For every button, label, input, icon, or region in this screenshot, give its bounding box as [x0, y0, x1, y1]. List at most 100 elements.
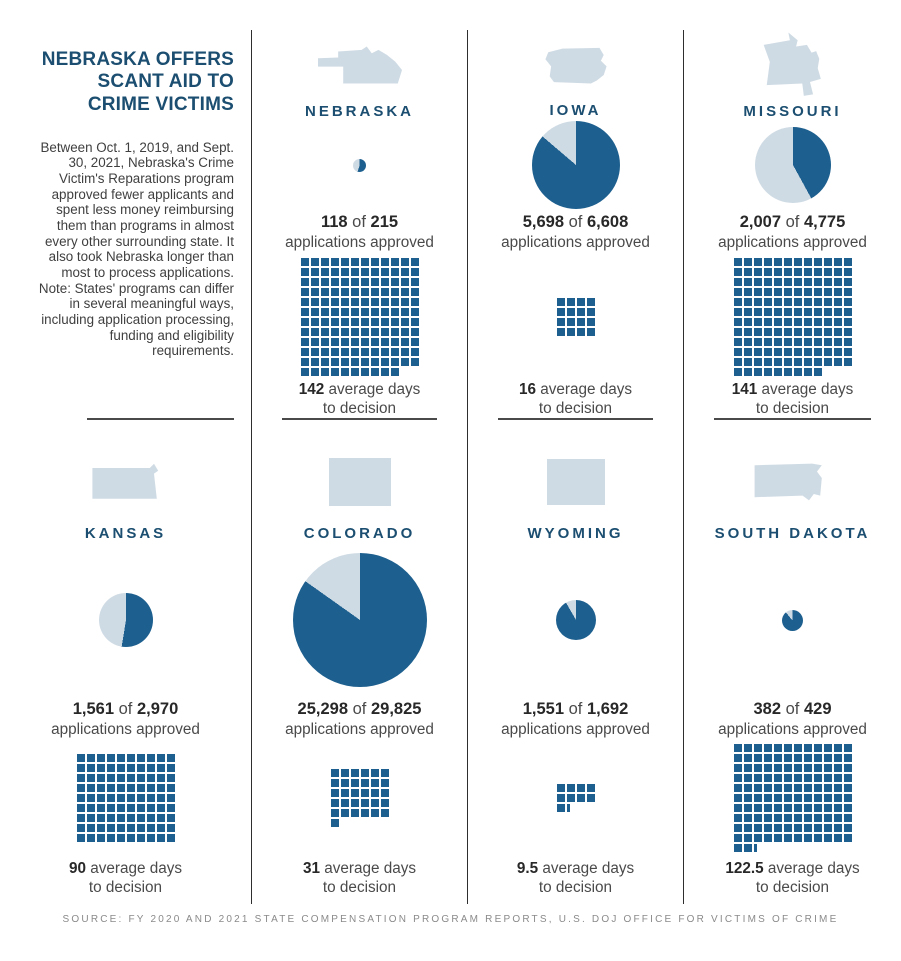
wyoming-silhouette-icon — [546, 459, 605, 505]
pie-area — [754, 122, 831, 209]
days-count: 90 — [68, 860, 86, 877]
approved-caption: applications approved — [501, 721, 650, 738]
of-label: of — [352, 700, 367, 718]
state-panel-wyoming: WYOMING 1,551 of 1,692 applications appr… — [468, 426, 684, 904]
approval-stat: 25,298 of 29,825 — [298, 698, 422, 720]
days-stat: 141 average days to decision — [732, 380, 854, 418]
pie-area — [98, 544, 153, 696]
days-stat: 16 average days to decision — [519, 380, 632, 418]
approval-pie-chart — [531, 121, 620, 210]
days-count: 122.5 — [725, 860, 764, 877]
days-stat: 142 average days to decision — [299, 380, 421, 418]
of-label: of — [352, 212, 366, 231]
total-count: 215 — [370, 212, 399, 231]
days-waffle-chart — [300, 257, 419, 376]
approved-caption: applications approved — [718, 233, 867, 251]
waffle-area — [733, 741, 852, 855]
of-label: of — [568, 213, 583, 232]
waffle-area — [733, 257, 852, 376]
of-label: of — [785, 212, 800, 231]
state-name: WYOMING — [527, 525, 624, 542]
kansas-state-icon — [91, 442, 161, 522]
state-name: SOUTH DAKOTA — [714, 525, 871, 542]
days-waffle-chart — [556, 298, 595, 337]
days-count: 142 — [298, 381, 325, 399]
approved-count: 2,007 — [739, 212, 782, 231]
pie-area — [353, 122, 366, 209]
waffle-area — [330, 741, 389, 855]
infographic-title: NEBRASKA OFFERS SCANT AID TO CRIME VICTI… — [41, 48, 234, 115]
missouri-state-icon — [762, 30, 824, 100]
state-panel-colorado: COLORADO 25,298 of 29,825 applications a… — [252, 426, 468, 904]
avg-days-label: average days — [542, 860, 635, 877]
approval-pie-chart — [292, 553, 427, 687]
days-stat: 122.5 average days to decision — [725, 859, 859, 897]
state-name: KANSAS — [84, 525, 167, 542]
state-name: MISSOURI — [743, 102, 842, 120]
approval-stat: 2,007 of 4,775 — [740, 211, 846, 233]
to-decision-label: to decision — [322, 879, 397, 896]
state-name: IOWA — [549, 102, 602, 120]
iowa-silhouette-icon — [544, 47, 607, 84]
state-name: COLORADO — [303, 525, 416, 542]
pie-area — [555, 544, 596, 696]
pie-area — [531, 121, 620, 210]
approval-pie-chart — [555, 600, 596, 640]
colorado-state-icon — [328, 442, 391, 522]
to-decision-label: to decision — [322, 400, 397, 418]
approval-stat: 1,551 of 1,692 — [523, 698, 629, 720]
approved-count: 118 — [320, 212, 348, 231]
nebraska-state-icon — [317, 30, 402, 100]
missouri-silhouette-icon — [763, 32, 821, 96]
days-waffle-chart — [76, 754, 175, 842]
total-count: 29,825 — [370, 700, 422, 718]
approved-caption: applications approved — [285, 233, 434, 251]
days-count: 141 — [731, 381, 758, 399]
row-divider-rule — [87, 418, 234, 420]
days-waffle-chart — [733, 744, 852, 852]
total-count: 1,692 — [586, 700, 629, 718]
avg-days-label: average days — [90, 860, 183, 877]
intro-paragraph: Between Oct. 1, 2019, and Sept. 30, 2021… — [40, 139, 234, 281]
approved-count: 5,698 — [522, 213, 565, 232]
south-dakota-state-icon — [753, 442, 833, 522]
approved-count: 1,551 — [522, 700, 565, 718]
total-count: 6,608 — [586, 213, 629, 232]
approval-pie-chart — [353, 158, 366, 172]
kansas-silhouette-icon — [91, 463, 158, 499]
avg-days-label: average days — [324, 860, 417, 877]
days-count: 9.5 — [516, 860, 539, 877]
total-count: 429 — [803, 700, 832, 718]
of-label: of — [568, 700, 583, 718]
avg-days-label: average days — [328, 381, 421, 399]
state-panel-nebraska: NEBRASKA 118 of 215 applications approve… — [252, 30, 468, 426]
wyoming-state-icon — [546, 442, 605, 522]
waffle-area — [556, 741, 595, 855]
approved-count: 1,561 — [72, 700, 115, 718]
waffle-area — [76, 741, 175, 855]
days-stat: 9.5 average days to decision — [517, 859, 634, 897]
to-decision-label: to decision — [538, 879, 613, 896]
state-panel-kansas: KANSAS 1,561 of 2,970 applications appro… — [0, 426, 252, 904]
row-divider-rule — [714, 418, 871, 420]
state-panel-south-dakota: SOUTH DAKOTA 382 of 429 applications app… — [684, 426, 901, 904]
days-stat: 90 average days to decision — [69, 859, 182, 897]
state-panels-grid: NEBRASKA OFFERS SCANT AID TO CRIME VICTI… — [0, 30, 901, 904]
approval-stat: 382 of 429 — [753, 698, 831, 720]
approval-pie-chart — [98, 593, 153, 647]
state-name: NEBRASKA — [304, 102, 414, 120]
approved-count: 382 — [753, 700, 782, 718]
approval-pie-chart — [754, 127, 831, 204]
of-label: of — [118, 700, 133, 718]
approval-pie-chart — [782, 609, 803, 631]
total-count: 2,970 — [136, 700, 179, 718]
approval-stat: 5,698 of 6,608 — [523, 211, 629, 233]
waffle-area — [300, 257, 419, 376]
intro-note: Note: States' programs can differ in sev… — [38, 280, 234, 359]
iowa-state-icon — [544, 30, 608, 99]
approved-caption: applications approved — [718, 721, 867, 738]
row-divider-rule — [282, 418, 437, 420]
state-panel-missouri: MISSOURI 2,007 of 4,775 applications app… — [684, 30, 901, 426]
to-decision-label: to decision — [755, 400, 830, 418]
